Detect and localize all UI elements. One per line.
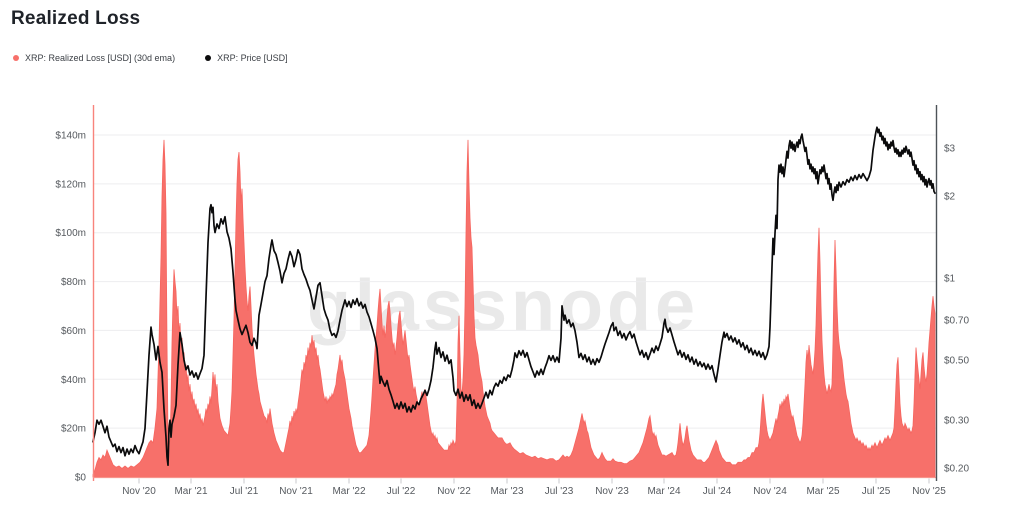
x-axis-tick-label: Nov '21	[279, 486, 313, 497]
y-left-tick-label: $0	[75, 473, 87, 484]
x-axis-labels: Nov '20 Mar '21 Jul '21 Nov '21 Mar '22 Jul '…	[122, 486, 946, 497]
legend: XRP: Realized Loss [USD] (30d ema) XRP: …	[13, 53, 288, 63]
price-line-series	[92, 126, 936, 467]
x-axis-tick-label: Jul '22	[387, 486, 416, 497]
y-right-tick-label: $0.20	[944, 464, 969, 475]
x-axis-tick-label: Mar '23	[490, 486, 523, 497]
legend-item-realized-loss[interactable]: XRP: Realized Loss [USD] (30d ema)	[13, 53, 175, 63]
legend-dot-price-icon	[205, 55, 212, 61]
x-axis-tick-label: Nov '25	[912, 486, 946, 497]
x-axis-tick-label: Jul '23	[545, 486, 574, 497]
y-right-tick-label: $0.70	[944, 316, 969, 327]
y-right-tick-label: $2	[944, 192, 956, 203]
right-axis-labels: $3 $2 $1 $0.70 $0.50 $0.30 $0.20	[944, 144, 969, 475]
y-left-tick-label: $20m	[61, 424, 86, 435]
legend-label-realized-loss: XRP: Realized Loss [USD] (30d ema)	[25, 53, 176, 63]
x-axis-tick-label: Jul '25	[862, 486, 891, 497]
x-axis-tick-label: Jul '24	[703, 486, 732, 497]
y-right-tick-label: $0.30	[944, 416, 969, 427]
legend-item-price[interactable]: XRP: Price [USD]	[205, 53, 288, 63]
y-left-tick-label: $120m	[55, 179, 86, 190]
x-axis-tick-label: Jul '21	[230, 486, 259, 497]
x-axis-tick-label: Nov '24	[753, 486, 787, 497]
x-axis-tick-label: Nov '22	[437, 486, 471, 497]
y-left-tick-label: $80m	[61, 277, 86, 288]
x-axis-tick-label: Nov '23	[595, 486, 629, 497]
legend-label-price: XRP: Price [USD]	[217, 53, 288, 63]
x-axis-tick-label: Mar '21	[174, 486, 207, 497]
y-right-tick-label: $3	[944, 144, 956, 155]
left-axis-labels: $0 $20m $40m $60m $80m $100m $120m $140m	[55, 130, 86, 483]
x-axis-tick-label: Nov '20	[122, 486, 156, 497]
x-axis-ticks	[138, 478, 930, 484]
y-left-tick-label: $40m	[61, 375, 86, 386]
y-right-tick-label: $1	[944, 274, 956, 285]
y-left-tick-label: $100m	[55, 228, 86, 239]
legend-dot-realized-loss-icon	[13, 55, 19, 61]
y-left-tick-label: $60m	[61, 326, 86, 337]
x-axis-tick-label: Mar '25	[806, 486, 839, 497]
x-axis-tick-label: Mar '22	[332, 486, 365, 497]
y-right-tick-label: $0.50	[944, 355, 969, 366]
chart-title: Realized Loss	[11, 8, 141, 29]
realized-loss-area-series	[92, 139, 936, 478]
y-left-tick-label: $140m	[55, 130, 86, 141]
x-axis-tick-label: Mar '24	[647, 486, 680, 497]
